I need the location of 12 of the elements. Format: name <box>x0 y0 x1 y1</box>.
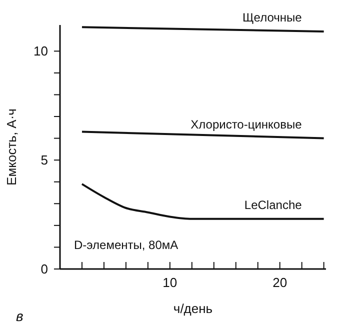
line-series <box>80 183 325 220</box>
y-tick-label: 10 <box>34 44 48 59</box>
series-label: Щелочные <box>242 10 302 25</box>
y-tick-label: 5 <box>40 152 48 168</box>
text: в <box>16 308 24 324</box>
y-tick-label: 0 <box>40 262 48 277</box>
x-axis-title: ч/день <box>173 301 213 316</box>
annotation: D-элементы, 80мА <box>74 238 178 252</box>
series-label: LeClanche <box>244 198 302 212</box>
series-label: Хлористо-цинковые <box>190 117 302 132</box>
x-tick-label: 20 <box>272 275 288 290</box>
y-axis-title: Емкость, А·ч <box>4 108 19 186</box>
